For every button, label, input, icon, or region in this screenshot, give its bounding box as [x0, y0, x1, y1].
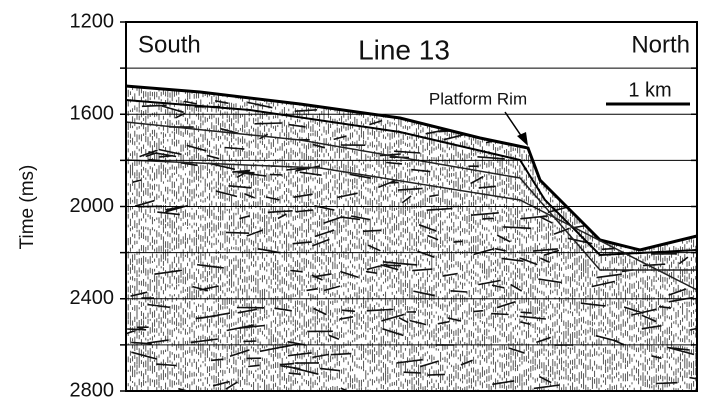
right-label: North: [631, 31, 690, 58]
scale-label: 1 km: [628, 79, 671, 101]
seismic-strokes: [126, 80, 696, 398]
page: South Line 13 North 1 km Platform Rim Ti…: [0, 0, 706, 402]
annotation: Platform Rim: [429, 89, 527, 108]
left-label: South: [138, 31, 201, 58]
y-tick-label: 1200: [70, 10, 115, 32]
chart: South Line 13 North 1 km Platform Rim Ti…: [0, 0, 706, 402]
y-axis-label: Time (ms): [17, 165, 38, 250]
y-tick-label: 2400: [70, 287, 115, 309]
chart-title: Line 13: [358, 34, 450, 65]
y-tick-label: 1600: [70, 103, 115, 125]
y-tick-label: 2000: [70, 195, 115, 217]
y-tick-label: 2800: [70, 379, 115, 401]
annotation-arrowhead: [517, 132, 528, 146]
seismic-texture: [126, 80, 706, 398]
